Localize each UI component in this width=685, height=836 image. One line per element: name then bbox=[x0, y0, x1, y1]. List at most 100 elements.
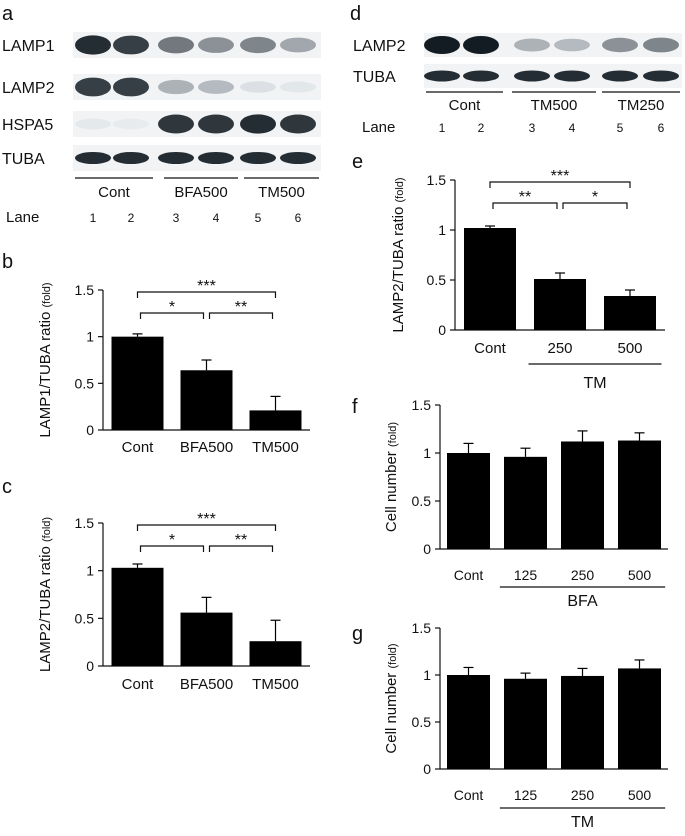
y-tick-label: 0.5 bbox=[75, 375, 95, 391]
x-tick-label: Cont bbox=[122, 439, 155, 456]
y-tick-label: 1 bbox=[423, 667, 431, 683]
significance-bracket bbox=[139, 312, 205, 319]
group-label: BFA bbox=[567, 593, 598, 610]
significance-label: ** bbox=[235, 532, 247, 549]
blot-band bbox=[554, 38, 590, 52]
bar bbox=[180, 370, 233, 430]
blot-band bbox=[198, 80, 234, 94]
significance-label: ** bbox=[235, 299, 247, 316]
x-tick-label: 125 bbox=[514, 787, 538, 803]
bar bbox=[618, 440, 661, 549]
y-tick-label: 1.5 bbox=[427, 172, 447, 188]
panel-letter-d: d bbox=[350, 3, 361, 25]
y-axis-label: LAMP1/TUBA ratio (fold) bbox=[37, 282, 54, 437]
blot-band bbox=[75, 35, 111, 55]
y-tick-label: 1 bbox=[438, 222, 446, 238]
blot-band bbox=[554, 70, 590, 82]
blot-band bbox=[113, 35, 149, 55]
lane-number: 2 bbox=[478, 121, 485, 135]
bar bbox=[504, 456, 547, 549]
significance-bracket bbox=[208, 545, 274, 552]
x-tick-label: TM500 bbox=[252, 676, 299, 693]
y-tick-label: 0.5 bbox=[427, 272, 447, 288]
lane-label: Lane bbox=[6, 209, 39, 226]
group-label: TM bbox=[571, 814, 594, 831]
y-tick-label: 0 bbox=[438, 322, 446, 338]
y-axis-label: LAMP2/TUBA ratio (fold) bbox=[37, 517, 54, 672]
group-label: TM bbox=[583, 375, 606, 392]
blot-row-label: LAMP1 bbox=[2, 38, 55, 55]
y-tick-label: 1.5 bbox=[412, 620, 432, 636]
x-tick-label: 500 bbox=[617, 340, 642, 357]
blot-band bbox=[280, 37, 316, 53]
blot-band bbox=[240, 114, 276, 134]
y-tick-label: 0.5 bbox=[75, 610, 95, 626]
x-tick-label: 500 bbox=[628, 787, 652, 803]
y-tick-label: 1 bbox=[423, 445, 431, 461]
blot-band bbox=[602, 70, 638, 82]
y-axis-label: Cell number (fold) bbox=[383, 422, 400, 532]
x-tick-label: Cont bbox=[454, 567, 484, 583]
blot-band bbox=[602, 37, 638, 53]
lane-number: 4 bbox=[213, 211, 220, 225]
blot-band bbox=[240, 36, 276, 54]
panel-letter-g: g bbox=[352, 623, 363, 645]
y-tick-label: 0.5 bbox=[412, 493, 432, 509]
lane-number: 5 bbox=[255, 211, 262, 225]
bar bbox=[249, 641, 302, 666]
x-tick-label: 125 bbox=[514, 567, 538, 583]
blot-band bbox=[424, 36, 460, 54]
blot-band bbox=[158, 79, 194, 95]
significance-bracket bbox=[139, 545, 205, 552]
blot-band bbox=[514, 70, 550, 82]
blot-band bbox=[643, 70, 679, 82]
x-tick-label: 250 bbox=[571, 567, 595, 583]
group-label: Cont bbox=[449, 97, 482, 114]
group-label: BFA500 bbox=[174, 184, 227, 201]
panel-letter-a: a bbox=[2, 3, 14, 25]
significance-bracket bbox=[492, 202, 558, 209]
blot-strip bbox=[73, 111, 321, 137]
y-axis-label: Cell number (fold) bbox=[383, 643, 400, 753]
blot-band bbox=[113, 151, 149, 165]
significance-label: ** bbox=[519, 189, 531, 206]
x-tick-label: TM500 bbox=[252, 439, 299, 456]
blot-band bbox=[198, 114, 234, 134]
x-tick-label: 500 bbox=[628, 567, 652, 583]
blot-band bbox=[158, 151, 194, 165]
blot-band bbox=[514, 38, 550, 52]
blot-panel-d: d LAMP2 TUBA Cont TM500 TM250 Lane 1 2 3 4 5 6 bbox=[350, 3, 682, 136]
blot-band bbox=[198, 37, 234, 53]
group-label: TM500 bbox=[531, 97, 578, 114]
blot-band bbox=[198, 151, 234, 165]
lane-number: 6 bbox=[295, 211, 302, 225]
significance-bracket bbox=[136, 291, 277, 298]
blot-row-label: TUBA bbox=[2, 151, 45, 168]
blot-band bbox=[158, 114, 194, 134]
y-tick-label: 1 bbox=[86, 329, 94, 345]
x-tick-label: BFA500 bbox=[180, 676, 233, 693]
significance-bracket bbox=[489, 181, 631, 188]
significance-label: * bbox=[169, 532, 175, 549]
blot-band bbox=[113, 77, 149, 97]
blot-band bbox=[240, 151, 276, 165]
y-tick-label: 0 bbox=[86, 658, 94, 674]
x-tick-label: 250 bbox=[547, 340, 572, 357]
bar bbox=[464, 228, 516, 330]
lane-number: 4 bbox=[569, 121, 576, 135]
significance-bracket bbox=[136, 524, 277, 531]
y-tick-label: 1.5 bbox=[75, 282, 95, 298]
bar-chart-c: c 0 0.5 1 1.5 LAMP2/TUBA ratio (fold) Cont BFA5… bbox=[2, 476, 310, 693]
blot-band bbox=[158, 36, 194, 54]
blot-band bbox=[280, 151, 316, 165]
blot-band bbox=[75, 118, 111, 130]
y-axis-label: LAMP2/TUBA ratio (fold) bbox=[390, 177, 407, 332]
blot-panel-a: a LAMP1 LAMP2 HSPA5 TUBA Cont BFA500 TM500 Lane 1… bbox=[2, 3, 321, 226]
blot-band bbox=[463, 70, 499, 82]
panel-letter-f: f bbox=[352, 396, 358, 418]
lane-number: 3 bbox=[173, 211, 180, 225]
panel-letter-e: e bbox=[352, 151, 363, 173]
blot-band bbox=[240, 81, 276, 93]
blot-band bbox=[643, 37, 679, 53]
significance-label: *** bbox=[551, 168, 570, 185]
